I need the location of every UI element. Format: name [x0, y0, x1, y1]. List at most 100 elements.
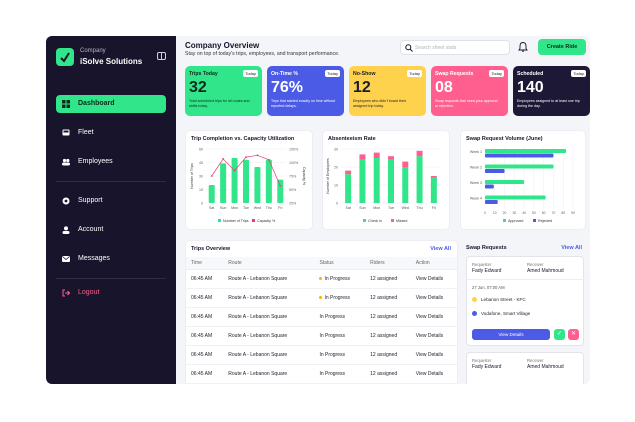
bar	[402, 161, 409, 167]
table-row[interactable]: 06:45 AM Route A - Lebanon Square In Progr…	[186, 364, 457, 384]
cell-text: View Details	[415, 294, 444, 301]
view-details-link[interactable]: View Details	[410, 307, 457, 327]
bar	[485, 164, 554, 169]
table-row[interactable]: 06:45 AM Route A - Lebanon Square In Progr…	[186, 345, 457, 365]
view-details-link[interactable]: View Details	[410, 364, 457, 384]
column-header: Route	[223, 257, 315, 270]
logout-button[interactable]: Logout	[56, 284, 166, 302]
legend-swatch	[533, 219, 536, 222]
trips-table: Time Route Status Riders Action 06:45 AM Rout…	[186, 257, 457, 384]
kpi-title: Swap Requests	[435, 71, 474, 77]
receiver-label: Receiver	[527, 262, 544, 267]
bar	[430, 176, 437, 178]
legend-label: Rejected	[538, 219, 552, 223]
trip-time: 06:45 AM	[186, 364, 224, 384]
y-right-tick-label: 75%	[289, 175, 297, 179]
view-details-link[interactable]: View Details	[410, 345, 457, 365]
bar	[254, 167, 261, 203]
swap-volume-card: Swap Request Volume (June) 0 10 20 30 40 50 60…	[460, 130, 586, 230]
legend-label: Check In	[368, 219, 382, 223]
users-icon	[62, 158, 70, 166]
approve-button[interactable]: ✓	[554, 329, 565, 340]
bar	[345, 174, 352, 203]
cell-text: Route A - Lebanon Square	[228, 313, 288, 320]
y-tick-label: 0	[201, 202, 203, 206]
trip-completion-card: Trip Completion vs. Capacity Utilization…	[185, 130, 313, 230]
x-tick-label: Thu	[266, 206, 272, 210]
trip-status: In Progress	[314, 345, 366, 365]
table-row[interactable]: 06:45 AM Route A - Lebanon Square In Progr…	[186, 307, 457, 327]
legend-swatch	[391, 219, 394, 222]
sidebar-divider	[56, 181, 166, 182]
sidebar-item-employees[interactable]: Employees	[56, 153, 166, 171]
bar	[485, 184, 494, 189]
bar	[485, 180, 525, 184]
y-tick-label: Week 1	[470, 150, 482, 154]
search-box[interactable]: Search sheet stats	[400, 40, 510, 55]
kpi-description: Employees who didn't board their assigne…	[353, 99, 407, 108]
trip-riders: 12 assigned	[365, 288, 411, 308]
legend-label: Capacity %	[257, 219, 276, 223]
capacity-point	[267, 158, 270, 161]
x-tick-label: Sat	[345, 206, 350, 210]
sidebar-item-dashboard[interactable]: Dashboard	[56, 95, 166, 113]
account-icon	[62, 226, 70, 234]
x-tick-label: Wed	[254, 206, 261, 210]
trip-time: 06:45 AM	[186, 326, 224, 346]
table-row[interactable]: 06:45 AM Route A - Lebanon Square In Progr…	[186, 288, 457, 308]
trip-status: In Progress	[314, 307, 366, 327]
table-row[interactable]: 06:45 AM Route A - Lebanon Square In Progr…	[186, 326, 457, 346]
y-tick-label: Week 3	[470, 181, 482, 185]
kpi-card: Swap Requests Today 08 Swap requests that n…	[431, 66, 508, 116]
column-header: Status	[314, 257, 366, 270]
legend-swatch	[252, 219, 255, 222]
trips-overview-card: Trips Overview View All Time Route Status R…	[185, 240, 458, 384]
view-details-link[interactable]: View Details	[410, 269, 457, 289]
sidebar: Company iSolve Solutions Dashboard Fleet…	[46, 36, 176, 384]
cell-text: View Details	[415, 313, 444, 320]
search-input[interactable]: Search sheet stats	[415, 45, 457, 51]
column-header: Time	[186, 257, 224, 270]
trip-riders: 12 assigned	[365, 345, 411, 365]
requester-label: Requester	[472, 262, 492, 267]
sidebar-item-fleet[interactable]: Fleet	[56, 124, 166, 142]
page-subtitle: Stay on top of today's trips, employees,…	[185, 51, 340, 57]
x-tick-label: Wed	[402, 206, 409, 210]
bar	[485, 149, 567, 153]
x-tick-label: 50	[532, 211, 536, 215]
sidebar-item-support[interactable]: Support	[56, 192, 166, 210]
cell-text: 12 assigned	[370, 332, 398, 339]
support-icon	[62, 197, 70, 205]
bell-icon[interactable]	[517, 41, 529, 53]
view-details-link[interactable]: View Details	[410, 288, 457, 308]
bar	[208, 185, 215, 203]
cell-text: Route A - Lebanon Square	[228, 332, 288, 339]
swap-request-card: Requester Fady Edward Receiver Amed Mahm…	[466, 256, 585, 346]
chart-title: Absenteeism Rate	[328, 136, 376, 142]
trip-route: Route A - Lebanon Square	[223, 364, 315, 384]
kpi-card: On-Time % Today 76% Trips that started exac…	[267, 66, 344, 116]
table-row[interactable]: 06:45 AM Route A - Lebanon Square In Progr…	[186, 269, 457, 289]
sidebar-item-account[interactable]: Account	[56, 221, 166, 239]
trips-view-all-link[interactable]: View All	[430, 246, 451, 252]
sidebar-item-messages[interactable]: Messages	[56, 250, 166, 268]
kpi-title: Trips Today	[189, 71, 218, 77]
page-title: Company Overview	[185, 41, 260, 50]
brand: Company iSolve Solutions	[56, 46, 166, 70]
swap-request-card: Requester Fady Edward Receiver Amed Mahm…	[466, 352, 584, 384]
bar	[373, 158, 380, 203]
create-ride-button[interactable]: Create Ride	[538, 39, 586, 55]
swap-datetime: 27 Jun, 07:00 AM	[472, 285, 505, 290]
view-details-link[interactable]: View Details	[410, 326, 457, 346]
x-tick-label: 70	[552, 211, 556, 215]
cell-text: View Details	[415, 332, 444, 339]
swaps-view-all-link[interactable]: View All	[561, 245, 582, 251]
kpi-badge: Today	[407, 70, 422, 77]
x-tick-label: 90	[571, 211, 575, 215]
sidebar-collapse-icon[interactable]	[157, 52, 166, 60]
x-tick-label: 0	[484, 211, 486, 215]
cell-text: 06:45 AM	[191, 351, 213, 358]
reject-button[interactable]: ✕	[568, 329, 579, 340]
bar	[231, 158, 238, 203]
view-details-button[interactable]: View Details	[472, 329, 550, 340]
